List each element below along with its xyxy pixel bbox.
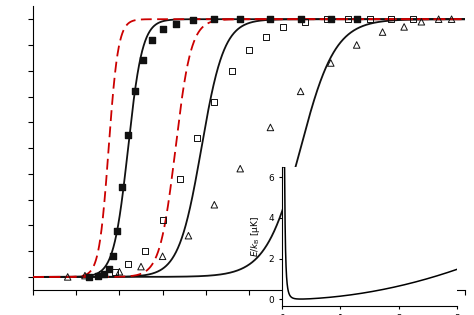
Point <box>210 17 218 22</box>
Point <box>409 17 417 22</box>
Point <box>344 17 352 22</box>
Point <box>237 17 244 22</box>
Point <box>176 176 183 181</box>
Point <box>353 43 360 48</box>
Y-axis label: $E/k_\mathrm{B}$ [μK]: $E/k_\mathrm{B}$ [μK] <box>249 216 263 257</box>
Point <box>435 17 442 22</box>
Point <box>81 273 89 278</box>
Point <box>401 24 408 29</box>
Point <box>137 264 145 269</box>
Point <box>301 19 309 24</box>
Point <box>116 269 123 274</box>
Point <box>387 17 395 22</box>
Point <box>64 274 72 279</box>
Point <box>266 125 274 130</box>
Point <box>85 274 93 279</box>
Point <box>100 272 108 277</box>
Point <box>159 254 166 259</box>
Point <box>297 17 304 22</box>
Point <box>353 17 360 22</box>
Point <box>280 24 287 29</box>
Point <box>366 17 374 22</box>
Point <box>109 254 117 259</box>
Point <box>327 17 335 22</box>
Point <box>327 60 335 66</box>
Point <box>172 22 179 27</box>
Point <box>323 17 330 22</box>
Point <box>131 89 138 94</box>
Point <box>94 273 101 278</box>
Point <box>237 166 244 171</box>
Point <box>297 89 304 94</box>
Point <box>245 48 253 53</box>
Point <box>118 184 126 189</box>
Point <box>266 17 274 22</box>
Point <box>193 135 201 140</box>
Point <box>185 233 192 238</box>
Point <box>124 261 132 266</box>
Point <box>418 19 425 24</box>
Point <box>111 269 119 274</box>
Point <box>448 17 456 22</box>
Point <box>379 30 386 35</box>
Point <box>85 274 93 279</box>
Point <box>99 272 106 277</box>
Point <box>210 99 218 104</box>
Point <box>105 267 112 272</box>
Point <box>262 35 270 40</box>
Point <box>124 133 132 138</box>
Point <box>142 249 149 254</box>
Point <box>113 228 121 233</box>
Point <box>159 27 166 32</box>
Point <box>210 202 218 207</box>
Point <box>228 68 236 73</box>
Point <box>189 18 197 23</box>
Point <box>148 37 155 42</box>
Point <box>159 218 166 223</box>
Point <box>139 58 147 63</box>
Point <box>99 272 106 277</box>
